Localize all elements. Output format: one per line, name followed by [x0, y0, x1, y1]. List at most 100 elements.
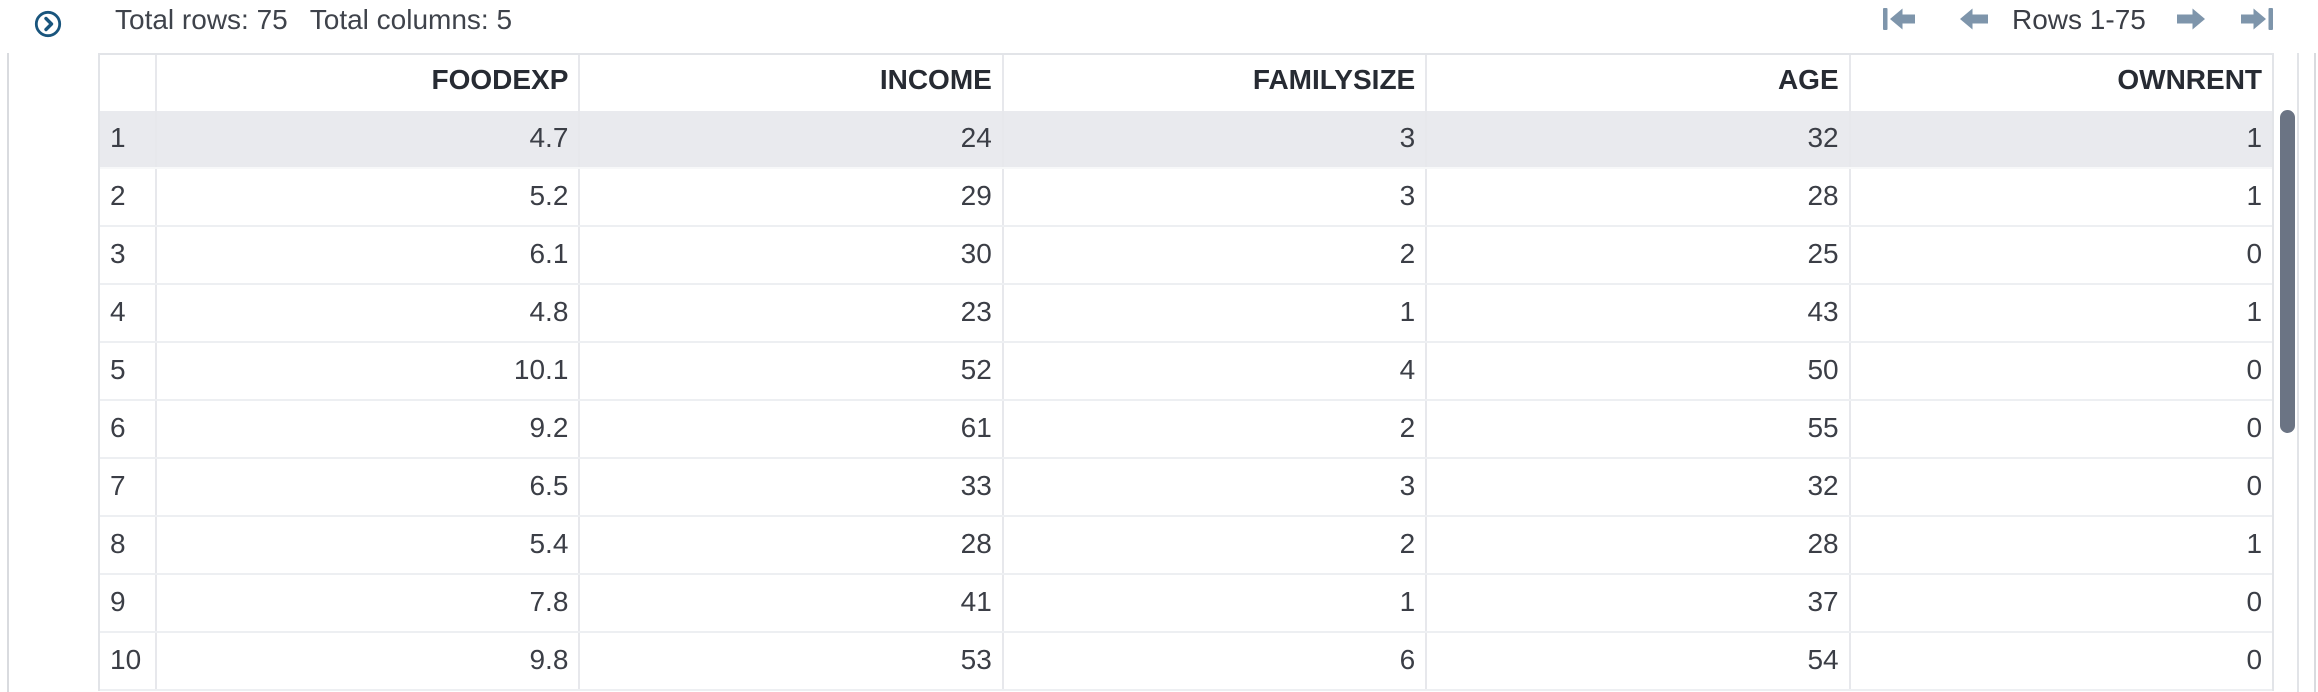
data-cell[interactable]: 0 [2246, 644, 2263, 675]
data-cell[interactable]: 28 [1427, 517, 1851, 573]
data-cell[interactable]: 50 [1427, 343, 1851, 399]
row-number-cell[interactable]: 3 [100, 227, 157, 283]
panel-right-border [2314, 0, 2316, 692]
data-cell[interactable]: 7.8 [157, 575, 581, 631]
data-cell[interactable]: 52 [580, 343, 1004, 399]
data-cell[interactable]: 0 [2246, 412, 2263, 443]
data-cell[interactable]: 33 [580, 459, 1004, 515]
last-page-button[interactable] [2240, 7, 2273, 34]
chevron-right-circle-icon [33, 10, 63, 42]
data-cell[interactable]: 1 [1004, 285, 1428, 341]
data-cell[interactable]: 10.1 [157, 343, 581, 399]
first-page-button[interactable] [1883, 7, 1915, 34]
table-toolbar: Total rows: 75 Total columns: 5 [0, 0, 2318, 53]
data-cell[interactable]: 54 [1427, 633, 1851, 689]
data-cell[interactable]: 6.1 [157, 227, 581, 283]
table-row[interactable]: 7 6.5 33 3 32 0 [100, 459, 2272, 517]
row-number-cell[interactable]: 4 [100, 285, 157, 341]
expand-button[interactable] [33, 9, 63, 39]
data-cell[interactable]: 2 [1004, 227, 1428, 283]
data-cell[interactable]: 4 [1004, 343, 1428, 399]
table-row[interactable]: 9 7.8 41 1 37 0 [100, 575, 2272, 633]
row-number-cell[interactable]: 2 [100, 169, 157, 225]
data-cell[interactable]: 5.2 [157, 169, 581, 225]
data-cell[interactable]: 4.8 [157, 285, 581, 341]
data-cell[interactable]: 9.2 [157, 401, 581, 457]
data-cell[interactable]: 3 [1004, 459, 1428, 515]
data-cell[interactable]: 0 [2246, 586, 2263, 617]
last-page-icon [2240, 7, 2273, 34]
row-number-cell[interactable]: 5 [100, 343, 157, 399]
data-cell[interactable]: 0 [2246, 470, 2263, 501]
scrollbar-thumb[interactable] [2280, 110, 2295, 433]
data-cell[interactable]: 28 [580, 517, 1004, 573]
data-cell[interactable]: 1 [2246, 296, 2263, 327]
table-row[interactable]: 1 4.7 24 3 32 1 [100, 111, 2272, 169]
row-number-cell[interactable]: 10 [100, 633, 157, 689]
row-number-cell[interactable]: 8 [100, 517, 157, 573]
data-cell[interactable]: 37 [1427, 575, 1851, 631]
pagination-controls: Rows 1-75 [1883, 0, 2273, 40]
table-row[interactable]: 5 10.1 52 4 50 0 [100, 343, 2272, 401]
table-body: 1 4.7 24 3 32 1 2 5.2 29 3 28 1 3 6.1 30 2 25 0 4 4.… [100, 111, 2272, 691]
data-cell[interactable]: 23 [580, 285, 1004, 341]
column-header[interactable]: INCOME [580, 55, 1004, 111]
data-cell[interactable]: 1 [2246, 122, 2263, 153]
vertical-scrollbar[interactable] [2274, 53, 2299, 692]
data-cell[interactable]: 3 [1004, 111, 1428, 167]
rows-range-label: Rows 1-75 [2012, 4, 2146, 35]
data-cell[interactable]: 1 [1004, 575, 1428, 631]
previous-page-button[interactable] [1960, 7, 1988, 34]
panel-left-border [7, 0, 9, 692]
data-cell[interactable]: 9.8 [157, 633, 581, 689]
data-cell[interactable]: 28 [1427, 169, 1851, 225]
total-columns-label: Total columns: 5 [309, 4, 513, 35]
data-cell[interactable]: 25 [1427, 227, 1851, 283]
data-cell[interactable]: 0 [2246, 354, 2263, 385]
table-row[interactable]: 6 9.2 61 2 55 0 [100, 401, 2272, 459]
data-cell[interactable]: 5.4 [157, 517, 581, 573]
data-cell[interactable]: 24 [580, 111, 1004, 167]
data-cell[interactable]: 43 [1427, 285, 1851, 341]
data-cell[interactable]: 30 [580, 227, 1004, 283]
table-row[interactable]: 8 5.4 28 2 28 1 [100, 517, 2272, 575]
row-number-cell[interactable]: 6 [100, 401, 157, 457]
data-cell[interactable]: 2 [1004, 517, 1428, 573]
total-rows-label: Total rows: 75 [115, 4, 288, 35]
data-cell[interactable]: 2 [1004, 401, 1428, 457]
row-number-cell[interactable]: 1 [100, 111, 157, 167]
table-totals: Total rows: 75 Total columns: 5 [115, 0, 512, 40]
data-cell[interactable]: 1 [2246, 528, 2263, 559]
table-row[interactable]: 2 5.2 29 3 28 1 [100, 169, 2272, 227]
table-row[interactable]: 3 6.1 30 2 25 0 [100, 227, 2272, 285]
data-cell[interactable]: 0 [2246, 238, 2263, 269]
table-row[interactable]: 4 4.8 23 1 43 1 [100, 285, 2272, 343]
data-table: FOODEXP INCOME FAMILYSIZE AGE OWNRENT 1 4.7 2… [98, 53, 2274, 691]
table-header-row: FOODEXP INCOME FAMILYSIZE AGE OWNRENT [100, 55, 2272, 111]
next-page-icon [2176, 7, 2205, 34]
data-cell[interactable]: 41 [580, 575, 1004, 631]
column-header[interactable]: OWNRENT [2117, 64, 2263, 95]
table-row[interactable]: 10 9.8 53 6 54 0 [100, 633, 2272, 691]
row-number-cell[interactable]: 9 [100, 575, 157, 631]
data-cell[interactable]: 4.7 [157, 111, 581, 167]
data-cell[interactable]: 6.5 [157, 459, 581, 515]
next-page-button[interactable] [2176, 7, 2205, 34]
data-cell[interactable]: 32 [1427, 111, 1851, 167]
row-number-cell[interactable]: 7 [100, 459, 157, 515]
data-cell[interactable]: 55 [1427, 401, 1851, 457]
data-cell[interactable]: 61 [580, 401, 1004, 457]
data-cell[interactable]: 3 [1004, 169, 1428, 225]
data-cell[interactable]: 29 [580, 169, 1004, 225]
column-header[interactable]: FAMILYSIZE [1004, 55, 1428, 111]
data-cell[interactable]: 1 [2246, 180, 2263, 211]
column-header[interactable]: FOODEXP [157, 55, 581, 111]
column-header[interactable]: AGE [1427, 55, 1851, 111]
data-cell[interactable]: 32 [1427, 459, 1851, 515]
row-number-header [100, 55, 157, 111]
first-page-icon [1883, 7, 1915, 34]
previous-page-icon [1960, 7, 1988, 34]
data-cell[interactable]: 6 [1004, 633, 1428, 689]
data-cell[interactable]: 53 [580, 633, 1004, 689]
